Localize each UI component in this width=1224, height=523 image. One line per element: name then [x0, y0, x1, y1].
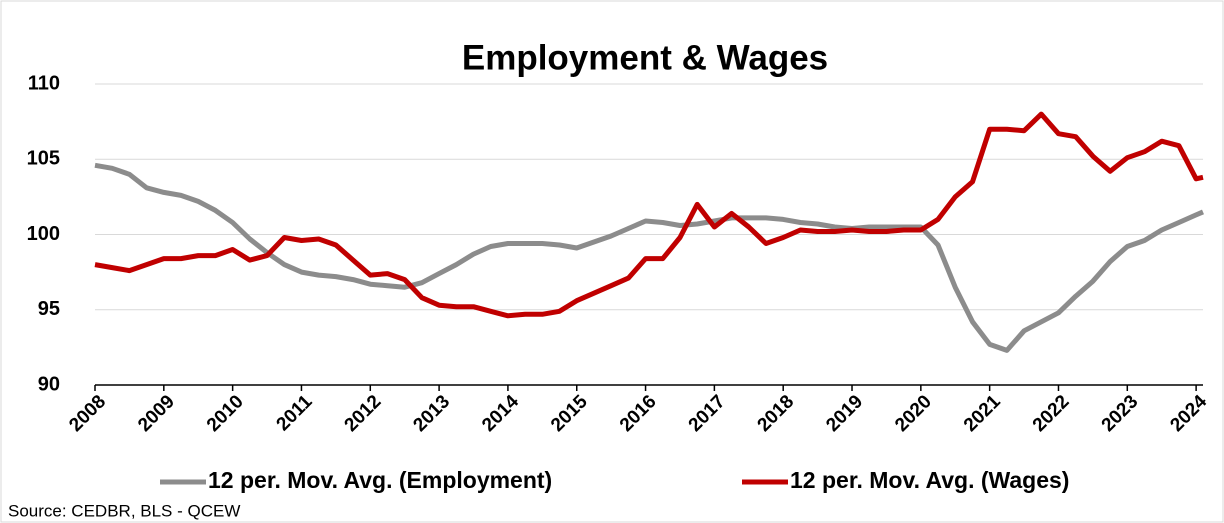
series-line [94, 111, 1204, 319]
y-tick-label: 110 [28, 72, 60, 94]
chart-title: Employment & Wages [462, 38, 828, 77]
y-tick-label: 100 [27, 223, 60, 245]
y-tick-label: 105 [27, 148, 60, 170]
legend-label: 12 per. Mov. Avg. (Employment) [208, 467, 552, 493]
y-tick-label: 90 [38, 373, 60, 395]
legend-label: 12 per. Mov. Avg. (Wages) [790, 467, 1069, 493]
y-tick-label: 95 [38, 298, 60, 320]
source-note: Source: CEDBR, BLS - QCEW [8, 501, 240, 520]
series-line [94, 162, 1204, 353]
